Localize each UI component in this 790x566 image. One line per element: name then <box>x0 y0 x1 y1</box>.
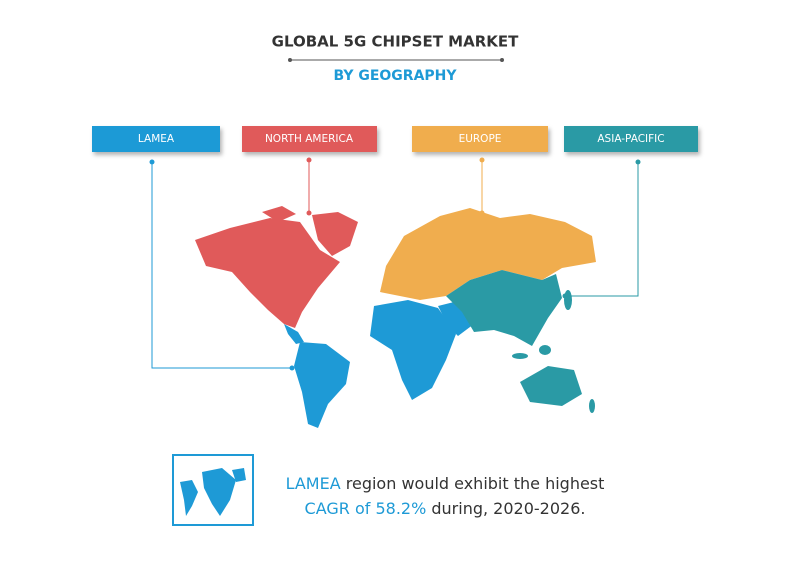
region-label: NORTH AMERICA <box>242 126 377 152</box>
region-label: LAMEA <box>92 126 220 152</box>
connectors <box>149 157 641 371</box>
highlight-icon <box>172 454 254 526</box>
region-label: EUROPE <box>412 126 548 152</box>
region-name: NORTH AMERICA <box>265 133 354 145</box>
title: GLOBAL 5G CHIPSET MARKET <box>272 33 519 51</box>
highlight-emphasis: LAMEA <box>286 474 341 493</box>
region-label: ASIA-PACIFIC <box>564 126 698 152</box>
title-divider <box>288 58 504 62</box>
world-map <box>195 206 596 428</box>
highlight-emphasis: CAGR of 58.2% <box>305 499 427 518</box>
region-name: ASIA-PACIFIC <box>597 133 664 145</box>
highlight-text: region would exhibit the highest <box>341 474 605 493</box>
highlight-line: LAMEA region would exhibit the highest <box>286 474 605 493</box>
highlight-line: CAGR of 58.2% during, 2020-2026. <box>305 499 586 518</box>
region-name: EUROPE <box>459 133 502 145</box>
highlight-text: during, 2020-2026. <box>426 499 585 518</box>
region-name: LAMEA <box>138 133 175 145</box>
subtitle: BY GEOGRAPHY <box>333 68 457 84</box>
